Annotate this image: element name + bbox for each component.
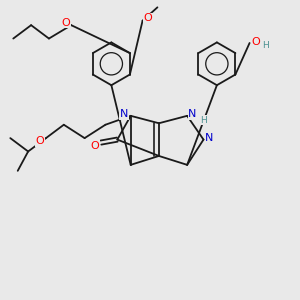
Text: N: N (188, 109, 197, 119)
Text: O: O (91, 140, 99, 151)
Text: H: H (200, 116, 207, 125)
Text: O: O (143, 13, 152, 23)
Text: H: H (262, 41, 268, 50)
Text: N: N (205, 133, 214, 143)
Text: N: N (120, 109, 128, 119)
Text: O: O (61, 18, 70, 28)
Text: O: O (251, 37, 260, 46)
Text: O: O (36, 136, 44, 146)
